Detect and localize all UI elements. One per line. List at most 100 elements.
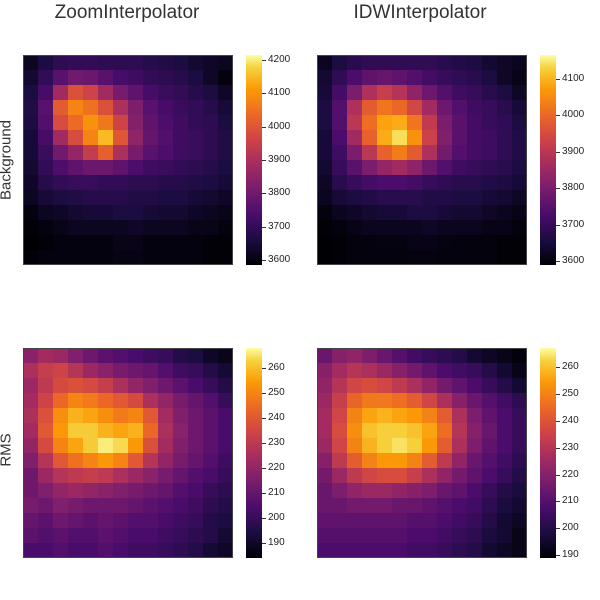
heatmap-cell — [23, 423, 39, 439]
colorbar-zoom-background: 3600 3700 3800 3900 4000 4100 4200 — [246, 55, 290, 265]
heatmap-cell — [173, 70, 189, 86]
heatmap-cell — [98, 528, 114, 544]
heatmap-cell — [512, 115, 527, 131]
heatmap-cell — [362, 348, 378, 364]
heatmap-cell — [113, 498, 129, 514]
heatmap-cell — [407, 100, 423, 116]
heatmap-cell — [128, 100, 144, 116]
heatmap-cell — [68, 528, 84, 544]
heatmap-cell — [53, 483, 69, 499]
heatmap-cell — [158, 423, 174, 439]
heatmap-cell — [98, 543, 114, 558]
heatmap-cell — [23, 250, 39, 265]
heatmap-cell — [113, 145, 129, 161]
heatmap-cell — [173, 145, 189, 161]
heatmap-cell — [143, 483, 159, 499]
heatmap-cell — [143, 423, 159, 439]
heatmap-cell — [407, 513, 423, 529]
heatmap-cell — [128, 513, 144, 529]
heatmap-cell — [347, 250, 363, 265]
heatmap-cell — [332, 175, 348, 191]
heatmap-cell — [53, 115, 69, 131]
heatmap-cell — [362, 160, 378, 176]
heatmap-cell — [218, 160, 233, 176]
heatmap-cell — [377, 130, 393, 146]
heatmap-cell — [317, 115, 333, 131]
heatmap-cell — [143, 438, 159, 454]
heatmap-cell — [422, 145, 438, 161]
heatmap-cell — [218, 190, 233, 206]
heatmap-cell — [437, 55, 453, 71]
heatmap-cell — [53, 190, 69, 206]
heatmap-cell — [173, 160, 189, 176]
heatmap-cell — [347, 423, 363, 439]
colorbar-tick — [262, 193, 266, 195]
heatmap-cell — [377, 498, 393, 514]
heatmap-cell — [347, 100, 363, 116]
heatmap-cell — [422, 220, 438, 236]
colorbar-gradient — [540, 348, 556, 558]
heatmap-cell — [452, 220, 468, 236]
heatmap-cell — [347, 205, 363, 221]
heatmap-cell — [482, 498, 498, 514]
heatmap-cell — [512, 70, 527, 86]
heatmap-cell — [512, 348, 527, 364]
heatmap-cell — [437, 483, 453, 499]
heatmap-cell — [437, 100, 453, 116]
heatmap-cell — [392, 190, 408, 206]
heatmap-cell — [347, 145, 363, 161]
heatmap-cell — [407, 498, 423, 514]
heatmap-cell — [482, 423, 498, 439]
heatmap-cell — [53, 393, 69, 409]
heatmap-cell — [98, 175, 114, 191]
heatmap-cell — [143, 160, 159, 176]
heatmap-cell — [68, 55, 84, 71]
colorbar-tick — [556, 501, 560, 503]
heatmap-cell — [512, 235, 527, 251]
heatmap-cell — [407, 438, 423, 454]
heatmap-cell — [422, 513, 438, 529]
heatmap-cell — [377, 235, 393, 251]
heatmap-cell — [452, 348, 468, 364]
heatmap-cell — [497, 453, 513, 469]
colorbar-tick — [556, 151, 560, 153]
heatmap-cell — [158, 100, 174, 116]
colorbar-tick-label: 220 — [562, 468, 579, 480]
heatmap-cell — [158, 363, 174, 379]
heatmap-cell — [113, 190, 129, 206]
heatmap-cell — [362, 393, 378, 409]
heatmap-cell — [332, 393, 348, 409]
heatmap-cell — [83, 130, 99, 146]
heatmap-cell — [317, 100, 333, 116]
colorbar-tick — [262, 126, 266, 128]
heatmap-cell — [53, 513, 69, 529]
heatmap-cell — [377, 468, 393, 484]
heatmap-cell — [467, 528, 483, 544]
heatmap-cell — [53, 438, 69, 454]
heatmap-cell — [113, 70, 129, 86]
heatmap-cell — [317, 438, 333, 454]
heatmap-cell — [173, 250, 189, 265]
heatmap-cell — [158, 160, 174, 176]
heatmap-cell — [482, 378, 498, 394]
heatmap-cell — [422, 85, 438, 101]
heatmap-cell — [98, 115, 114, 131]
heatmap-cell — [407, 70, 423, 86]
heatmap-cell — [482, 55, 498, 71]
heatmap-cell — [173, 393, 189, 409]
heatmap-cell — [347, 528, 363, 544]
heatmap-cell — [332, 145, 348, 161]
heatmap-cell — [467, 175, 483, 191]
heatmap-cell — [512, 543, 527, 558]
heatmap-cell — [38, 100, 54, 116]
heatmap-cell — [332, 483, 348, 499]
heatmap-cell — [497, 438, 513, 454]
colorbar-tick-label: 220 — [268, 462, 285, 473]
heatmap-cell — [143, 235, 159, 251]
heatmap-cell — [38, 205, 54, 221]
heatmap-cell — [83, 528, 99, 544]
heatmap-cell — [467, 145, 483, 161]
heatmap-cell — [203, 220, 219, 236]
heatmap-cell — [98, 498, 114, 514]
heatmap-cell — [128, 363, 144, 379]
